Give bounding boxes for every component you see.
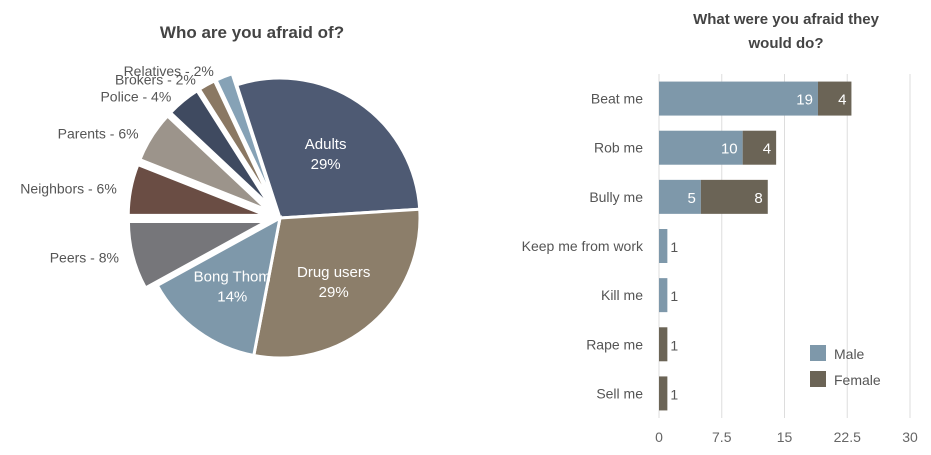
value-label-male-kill-me: 1 bbox=[670, 288, 678, 304]
bar-male-kill-me bbox=[659, 278, 668, 313]
bar-chart-title-line-1: What were you afraid they bbox=[693, 11, 880, 28]
value-label-male-beat-me: 19 bbox=[796, 92, 813, 109]
bar-gridlines bbox=[658, 74, 911, 418]
pie-slice-adults bbox=[234, 76, 422, 220]
category-label-keep-me-from-work: Keep me from work bbox=[522, 238, 644, 254]
pie-chart: Who are you afraid of? Adults 29% Drug use… bbox=[20, 23, 422, 360]
legend-label-male: Male bbox=[834, 346, 865, 362]
bar-chart: What were you afraid they would do? 0 7.5… bbox=[522, 11, 918, 445]
value-label-female-rob-me: 4 bbox=[763, 141, 771, 158]
bar-chart-title-line-2: would do? bbox=[748, 35, 824, 52]
category-label-rob-me: Rob me bbox=[594, 140, 643, 156]
value-label-female-bully-me: 8 bbox=[754, 190, 762, 207]
bar-marks bbox=[659, 81, 852, 411]
bar-male-keep-me-from-work bbox=[659, 229, 668, 263]
value-label-female-sell-me: 1 bbox=[670, 386, 678, 402]
pie-label-peers: Peers - 8% bbox=[50, 249, 119, 265]
pie-slice-relatives bbox=[214, 71, 277, 206]
category-label-kill-me: Kill me bbox=[601, 287, 643, 303]
bar-female-rob-me bbox=[742, 130, 777, 165]
bar-x-tick-labels: 0 7.5 15 22.5 30 bbox=[655, 429, 918, 445]
bar-category-labels: Beat me Rob me Bully me Keep me from work Ki… bbox=[522, 91, 644, 402]
bar-female-rape-me bbox=[659, 327, 668, 362]
legend-swatch-male bbox=[810, 345, 826, 361]
bar-male-beat-me bbox=[659, 81, 818, 116]
category-label-rape-me: Rape me bbox=[586, 336, 643, 352]
legend-label-female: Female bbox=[834, 372, 881, 388]
bar-male-rob-me bbox=[659, 130, 743, 165]
pie-slice-peers bbox=[126, 219, 268, 291]
pie-slices bbox=[126, 71, 422, 360]
pie-label-bong-thom: Bong Thom bbox=[194, 269, 271, 286]
value-label-male-rob-me: 10 bbox=[721, 141, 738, 158]
pie-label-brokers: Brokers - 2% bbox=[115, 72, 196, 88]
category-label-bully-me: Bully me bbox=[589, 189, 643, 205]
value-label-male-bully-me: 5 bbox=[687, 190, 695, 207]
pie-label-police: Police - 4% bbox=[100, 88, 171, 104]
pie-labels: Adults 29% Drug users 29% Bong Thom 14% Peers … bbox=[20, 63, 370, 306]
pie-slice-bong-thom bbox=[155, 215, 283, 358]
value-label-female-beat-me: 4 bbox=[838, 92, 846, 109]
bar-legend: Male Female bbox=[810, 345, 881, 388]
pie-label-adults: Adults bbox=[305, 136, 347, 153]
bar-female-beat-me bbox=[817, 81, 852, 116]
pie-slice-parents bbox=[137, 113, 270, 212]
x-tick-label: 30 bbox=[902, 429, 918, 445]
pie-label-parents: Parents - 6% bbox=[58, 125, 139, 141]
pie-pct-drug-users: 29% bbox=[319, 284, 349, 301]
pie-label-relatives: Relatives - 2% bbox=[124, 63, 214, 79]
bar-male-bully-me bbox=[659, 179, 701, 214]
value-label-male-keep-me-from-work: 1 bbox=[670, 239, 678, 255]
pie-slice-drug-users bbox=[252, 207, 422, 360]
bar-female-bully-me bbox=[700, 179, 768, 214]
pie-label-neighbors: Neighbors - 6% bbox=[20, 180, 117, 196]
legend-swatch-female bbox=[810, 371, 826, 387]
category-label-beat-me: Beat me bbox=[591, 91, 643, 107]
pie-pct-adults: 29% bbox=[311, 156, 341, 173]
bar-female-sell-me bbox=[659, 376, 668, 411]
x-tick-label: 22.5 bbox=[834, 429, 861, 445]
pie-label-drug-users: Drug users bbox=[297, 264, 370, 281]
x-tick-label: 15 bbox=[777, 429, 793, 445]
pie-pct-bong-thom: 14% bbox=[217, 289, 247, 306]
category-label-sell-me: Sell me bbox=[596, 385, 643, 401]
x-tick-label: 7.5 bbox=[712, 429, 732, 445]
value-label-female-rape-me: 1 bbox=[670, 337, 678, 353]
pie-slice-neighbors bbox=[126, 162, 267, 217]
x-tick-label: 0 bbox=[655, 429, 663, 445]
pie-slice-police bbox=[168, 88, 273, 209]
pie-chart-title: Who are you afraid of? bbox=[160, 23, 344, 42]
pie-slice-brokers bbox=[197, 78, 275, 207]
